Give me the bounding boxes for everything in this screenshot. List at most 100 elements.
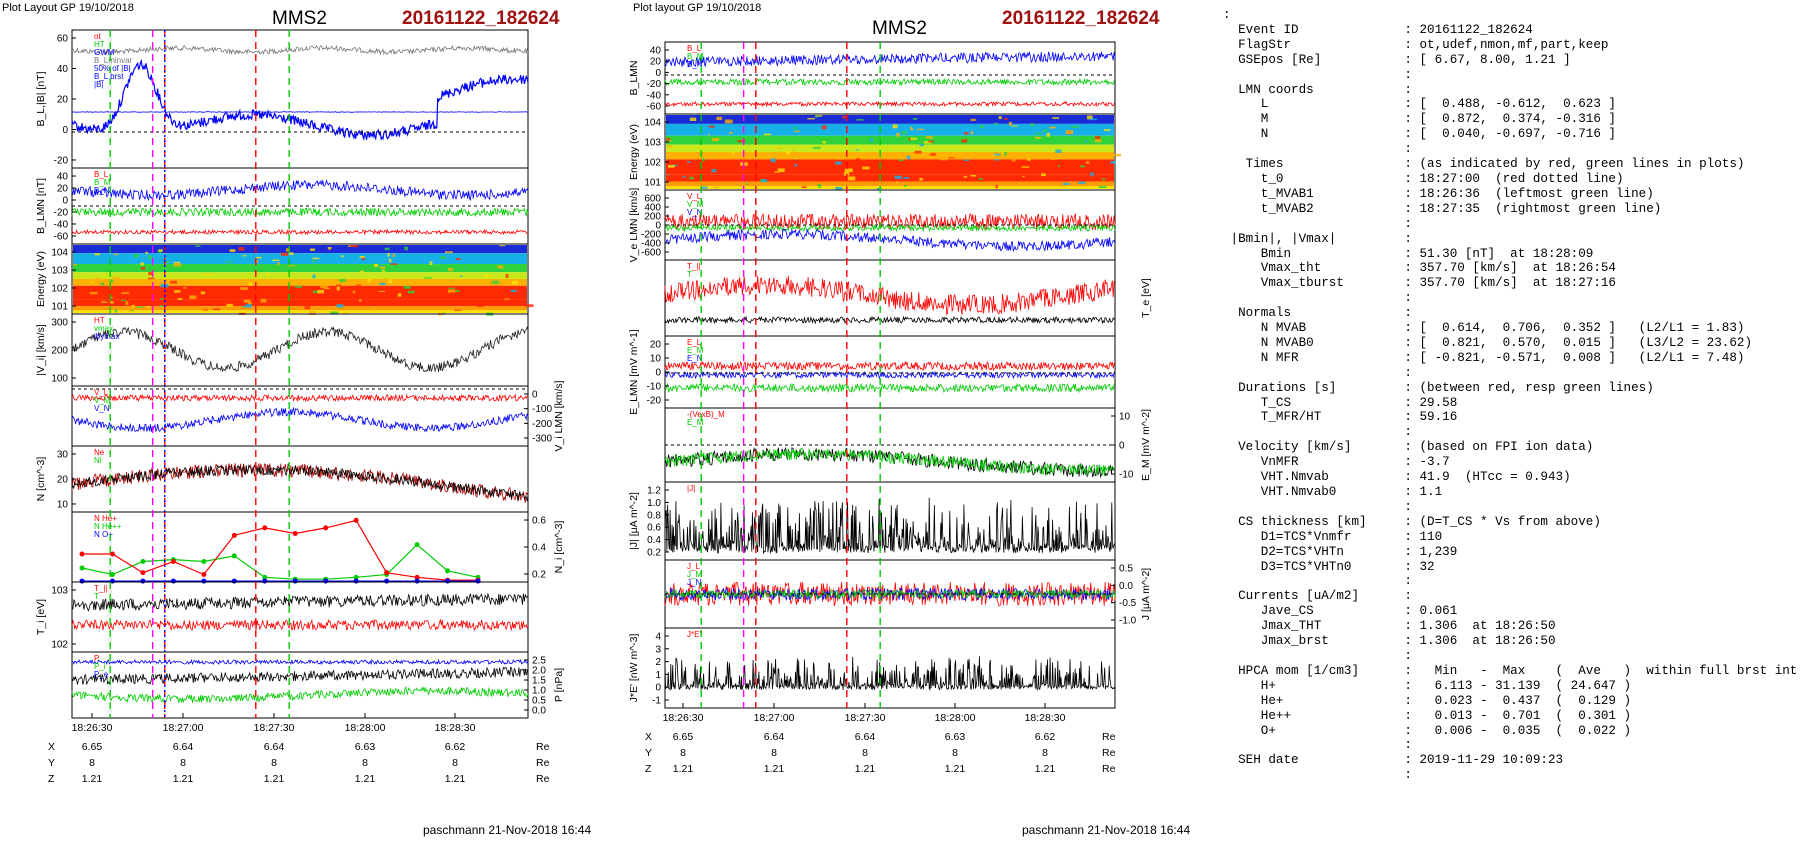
y-tick-label: 2.0 [532,666,546,677]
spectrogram-cell [1013,160,1019,165]
spectrogram-cell [367,278,371,282]
spectrogram-cell [440,256,446,260]
y-tick-label: 0.8 [647,510,661,521]
spectrogram-band [666,144,1114,152]
y-tick-label: -300 [532,434,552,445]
left-figure-header: Plot Layout GP 19/10/2018 [2,2,134,14]
position-value: 6.63 [355,741,376,753]
panel-ylabel: |J| [μA m^-2] [628,492,640,550]
spectrogram-cell [328,248,332,250]
panel-ylabel: B_LMN [nT] [35,178,47,234]
position-value: 1.21 [445,773,466,785]
spectrogram-cell [1022,175,1025,178]
position-value: 8 [862,747,868,759]
panel-5: 20 10 0 -10 -20 E_LMN [mV m^-1] E_LE_ME_N [628,329,1116,415]
spectrogram-cell [939,157,948,161]
spectrogram-band [73,279,527,286]
spectrogram-cell [100,282,105,286]
x-tick-label: 18:27:00 [754,712,795,724]
spectrogram-cell [855,158,860,163]
spectrogram-cell [1055,149,1062,154]
spectrogram-cell [373,263,379,268]
spectrogram-cell [1008,121,1012,126]
spectrogram-cell [716,116,723,120]
panel-2: 104 103 102 101 Energy (eV) [628,113,1122,191]
spectrogram-cell [910,128,914,131]
spectrogram-cell [1049,126,1056,129]
spectrogram-cell [254,288,260,293]
spectrogram-cell [177,298,183,301]
spectrogram-cell [901,131,908,135]
position-value: 1.21 [673,763,694,775]
spectrogram-cell [217,279,225,284]
spectrogram-cell [776,147,782,150]
legend-label: -(VexB)_M [687,410,725,419]
spectrogram-cell [823,165,831,169]
legend-label: E_M [687,418,704,427]
spectrogram-cell [844,139,853,142]
spectrogram-cell [195,245,201,247]
spectrogram-cell [109,296,113,299]
legend-label: ibymax [94,332,119,341]
panel-ylabel: N [cm^-3] [35,457,47,502]
series-line [71,666,529,686]
spectrogram-cell [183,287,187,289]
spectrogram-cell [836,157,843,160]
spectrogram-cell [151,291,157,296]
spectrogram-cell [189,295,197,300]
spectrogram-cell [712,187,719,189]
y-tick-label: 0.6 [647,523,661,534]
legend-label: V_N [94,404,110,413]
legend-label: V_M [687,200,704,209]
spectrogram-band [73,285,527,300]
legend-label: V_M [94,396,111,405]
spectrogram-band [666,135,1114,145]
panel-ylabel: J*E' [nW m^-3] [628,634,640,703]
position-value: 8 [771,747,777,759]
ni-data-point [231,578,237,584]
series-line [71,44,529,56]
y-tick-label: -20 [647,396,662,407]
spectrogram-cell [476,303,484,308]
event-info-panel: : Event ID : 20161122_182624 FlagStr : o… [1223,8,1798,783]
spectrogram-cell [923,141,932,144]
spectrogram-cell [842,115,847,119]
spectrogram-cell [913,117,918,120]
spectrogram-cell [914,150,922,154]
spectrogram-cell [113,253,120,256]
spectrogram-cell [1034,136,1041,139]
spectrogram-cell [117,254,122,257]
spectrogram-cell [732,151,735,155]
spectrogram-cell [463,267,466,269]
x-tick-label: 18:28:30 [1025,712,1066,724]
y-tick-label: 20 [57,95,69,106]
spectrogram-cell [1094,139,1102,143]
spectrogram-cell [359,270,365,273]
series-line [71,463,529,502]
spectrogram-cell [794,130,800,133]
spectrogram-cell [745,182,748,185]
series-line [664,588,1116,600]
spectrogram-cell [919,144,924,147]
spectrogram-cell [200,291,205,295]
y-tick-label: 0.0 [1119,581,1133,592]
y-tick-label: 20 [57,475,69,486]
spectrogram-cell [870,137,874,142]
spectrogram-cell [853,186,858,191]
spectrogram-cell [847,176,856,181]
panel-ylabel: Energy (eV) [628,124,640,180]
spectrogram-cell [822,141,827,144]
spectrogram-cell [1065,130,1074,135]
legend-label: B_L [687,44,702,53]
spectrogram-cell [121,292,130,294]
spectrogram-cell [397,256,402,258]
left-footer: paschmann 21-Nov-2018 16:44 [423,823,592,837]
spectrogram-cell [100,301,108,304]
panel-ylabel: V_e LMN [km/s] [628,188,640,263]
y-tick-label: 0 [655,68,661,79]
spectrogram-cell [1113,153,1122,157]
position-value: 6.62 [1035,731,1056,743]
spectrogram-cell [668,140,672,142]
spectrogram-cell [447,268,454,272]
y-tick-label: 0 [62,125,68,136]
